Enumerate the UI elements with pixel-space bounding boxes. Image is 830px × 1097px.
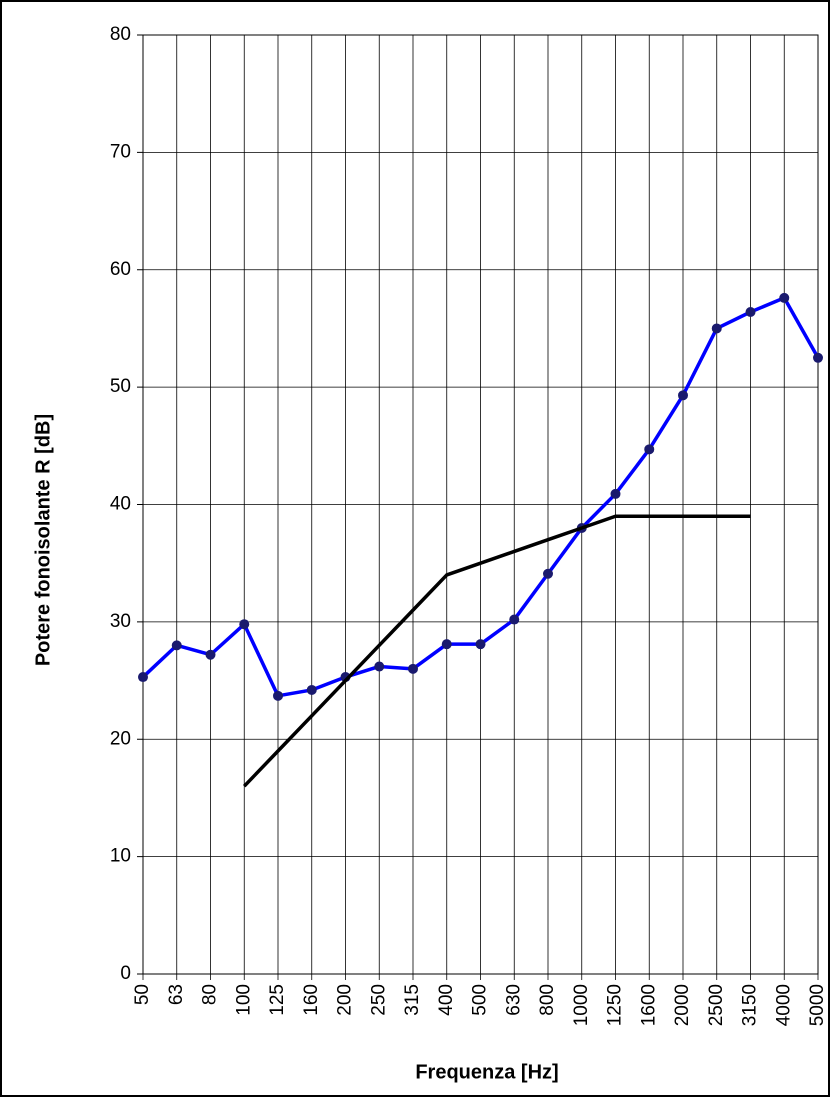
x-tick-label: 80 — [200, 984, 221, 1005]
marker — [408, 663, 418, 674]
marker — [306, 684, 317, 695]
marker — [509, 614, 520, 625]
x-tick-label: 3150 — [740, 984, 761, 1026]
marker — [441, 639, 452, 650]
x-tick-label: 800 — [537, 984, 558, 1016]
x-tick-label: 630 — [503, 984, 524, 1016]
x-tick-label: 400 — [436, 984, 457, 1016]
y-tick-label: 40 — [110, 494, 131, 515]
y-tick-label: 30 — [110, 611, 131, 632]
x-tick-label: 1000 — [571, 984, 592, 1026]
x-tick-label: 250 — [368, 984, 389, 1016]
marker — [610, 488, 621, 499]
marker — [543, 568, 553, 579]
marker — [205, 649, 216, 660]
x-tick-label: 2500 — [706, 984, 727, 1026]
y-tick-label: 20 — [110, 728, 131, 749]
x-tick-label: 160 — [301, 984, 322, 1016]
marker — [475, 639, 486, 650]
x-tick-label: 100 — [233, 984, 254, 1016]
marker — [138, 672, 148, 683]
x-axis-label: Frequenza [Hz] — [415, 1061, 558, 1083]
x-tick-label: 4000 — [773, 984, 794, 1026]
series-line — [242, 514, 751, 788]
x-tick-label: 2000 — [672, 984, 693, 1026]
marker — [273, 690, 283, 701]
x-tick-label: 315 — [402, 984, 423, 1016]
y-tick-label: 10 — [110, 846, 131, 867]
y-tick-label: 0 — [120, 963, 131, 984]
x-tick-label: 500 — [470, 984, 491, 1016]
x-tick-label: 125 — [267, 984, 288, 1016]
x-tick-label: 1250 — [605, 984, 626, 1026]
marker — [678, 390, 688, 401]
x-tick-label: 63 — [166, 984, 187, 1005]
y-axis-label: Potere fonoisolante R [dB] — [32, 414, 54, 666]
marker — [374, 661, 385, 672]
marker — [779, 292, 790, 303]
marker — [745, 307, 756, 318]
y-tick-label: 70 — [110, 141, 131, 162]
x-tick-label: 50 — [132, 984, 153, 1005]
x-tick-label: 200 — [335, 984, 356, 1016]
marker — [171, 640, 182, 651]
x-tick-label: 1600 — [638, 984, 659, 1026]
marker — [239, 619, 250, 630]
y-tick-label: 80 — [110, 24, 131, 45]
marker — [711, 323, 722, 334]
y-tick-label: 50 — [110, 376, 131, 397]
marker — [813, 352, 823, 363]
x-tick-label: 5000 — [807, 984, 828, 1026]
y-tick-label: 60 — [110, 259, 131, 280]
marker — [644, 444, 655, 455]
